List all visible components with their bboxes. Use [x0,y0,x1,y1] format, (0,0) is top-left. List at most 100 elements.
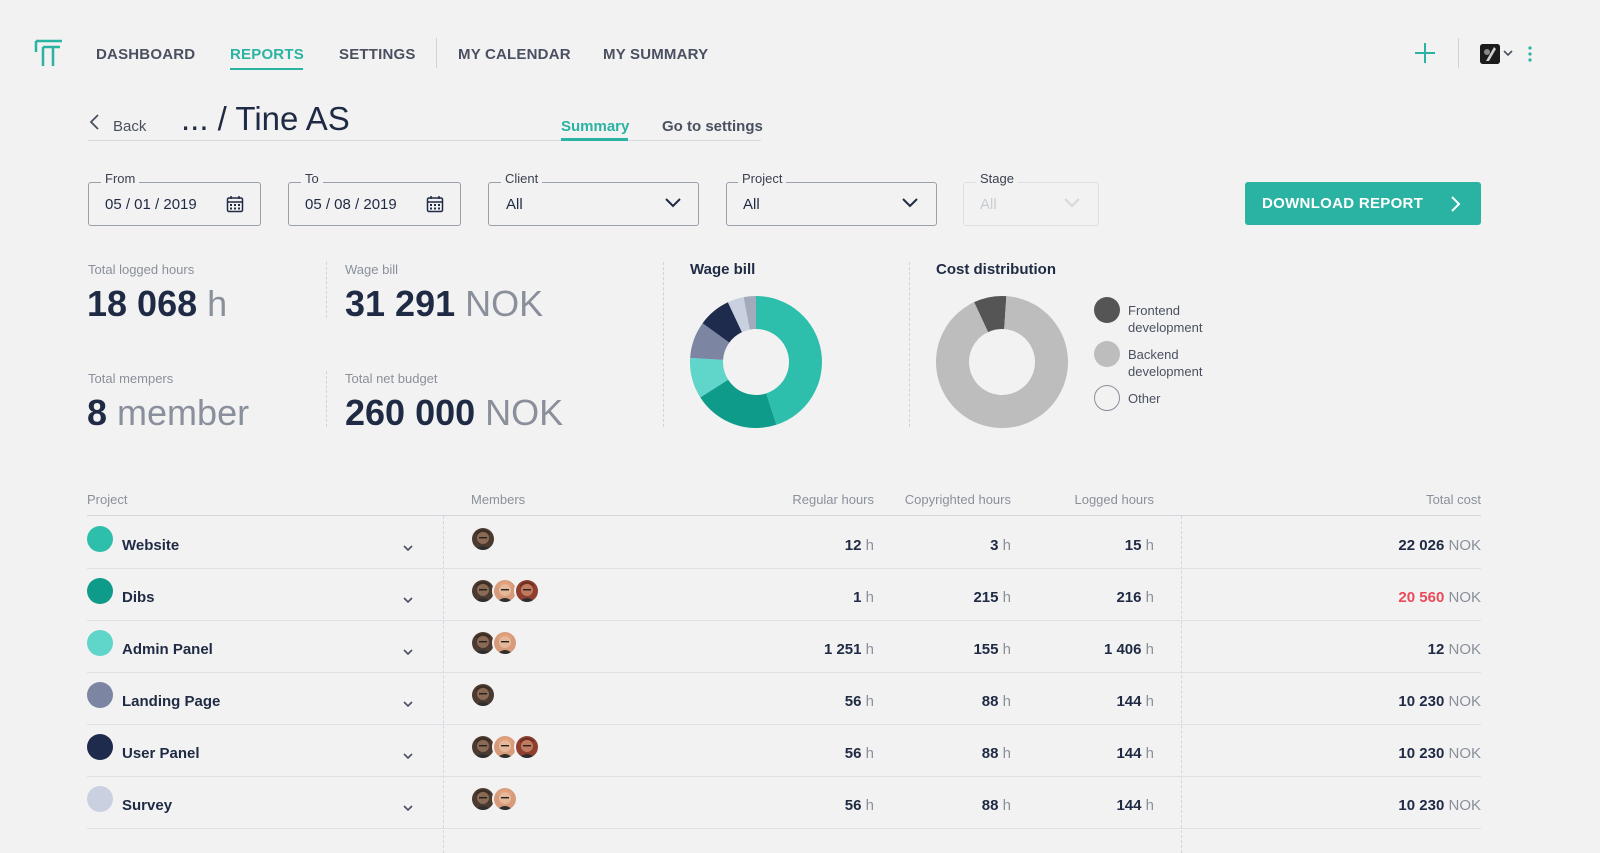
chevron-down-icon[interactable] [402,752,414,760]
table-row-divider [87,724,1481,725]
cost-distribution-slice-2 [936,296,1068,428]
total-logged-hours-label: Total logged hours [88,262,195,277]
cost-distribution-slice-1 [974,296,1007,333]
wage-bill-donut-chart [690,296,822,428]
logged-hours-value: 144 h [1116,745,1154,762]
regular-hours-value: 1 h [853,589,874,606]
to-date-value[interactable]: 05 / 08 / 2019 [305,196,397,213]
col-header-total-cost[interactable]: Total cost [1426,492,1481,507]
user-avatar[interactable] [1480,44,1500,64]
member-avatar[interactable] [492,630,518,656]
regular-hours-value: 12 h [844,537,874,554]
total-cost-value: 10 230 NOK [1398,797,1481,814]
project-select[interactable] [726,182,937,226]
client-value[interactable]: All [506,196,523,213]
nav-divider [436,38,437,68]
member-avatar[interactable] [470,526,496,552]
nav-my-calendar[interactable]: MY CALENDAR [458,46,571,63]
header-divider [88,140,181,141]
wage-bill-number: 31 291 [345,283,456,324]
project-value[interactable]: All [743,196,760,213]
back-button[interactable]: Back [113,118,147,135]
total-cost-value: 12 NOK [1427,641,1481,658]
wage-bill-unit: NOK [465,283,544,324]
col-header-regular-hours[interactable]: Regular hours [792,492,874,507]
project-name[interactable]: Admin Panel [122,641,213,658]
logged-hours-value: 144 h [1116,797,1154,814]
col-header-members[interactable]: Members [471,492,526,507]
copyrighted-hours-value: 88 h [981,693,1011,710]
nav-reports[interactable]: REPORTS [230,46,304,63]
total-cost-value: 10 230 NOK [1398,693,1481,710]
tab-summary[interactable]: Summary [561,118,630,135]
chevron-down-icon[interactable] [402,804,414,812]
legend-label: Frontend development [1128,303,1203,335]
project-color-dot [87,682,113,708]
regular-hours-value: 56 h [844,745,874,762]
chevron-down-icon[interactable] [402,648,414,656]
project-name[interactable]: Landing Page [122,693,221,710]
chevron-down-icon[interactable] [901,197,919,209]
nav-active-underline [230,68,303,70]
col-header-copyrighted-hours[interactable]: Copyrighted hours [904,492,1011,507]
wage-bill-slice-1 [756,296,822,425]
from-date-value[interactable]: 05 / 01 / 2019 [105,196,197,213]
to-date-field[interactable] [288,182,461,226]
chevron-left-icon[interactable] [88,112,102,132]
stage-select [963,182,1099,226]
member-avatar[interactable] [470,682,496,708]
header-divider [181,140,761,141]
wage-bill-label: Wage bill [345,262,398,277]
project-label: Project [738,171,787,186]
project-name[interactable]: Website [122,537,180,554]
table-column-divider [1181,516,1182,853]
download-report-label: DOWNLOAD REPORT [1262,195,1424,212]
logged-hours-value: 15 h [1124,537,1154,554]
calendar-icon[interactable] [426,195,444,213]
total-cost-value: 22 026 NOK [1398,537,1481,554]
table-header-divider [87,515,1481,516]
total-logged-hours-value: 18 068 h [87,283,227,325]
client-select[interactable] [488,182,699,226]
member-avatar[interactable] [492,578,518,604]
copyrighted-hours-value: 88 h [981,745,1011,762]
member-avatar[interactable] [470,630,496,656]
chevron-down-icon[interactable] [1502,48,1514,58]
nav-my-summary[interactable]: MY SUMMARY [603,46,709,63]
chevron-right-icon [1451,196,1461,212]
project-name[interactable]: User Panel [122,745,200,762]
toolbar-divider [1458,38,1459,68]
member-avatar[interactable] [492,786,518,812]
copyrighted-hours-value: 3 h [990,537,1011,554]
cost-distribution-donut-chart [936,296,1068,428]
logo-icon[interactable] [34,38,64,68]
chevron-down-icon[interactable] [402,596,414,604]
calendar-icon[interactable] [226,195,244,213]
total-members-label: Total mempers [88,371,174,386]
legend-swatch [1094,385,1120,411]
total-cost-value: 10 230 NOK [1398,745,1481,762]
member-avatar[interactable] [514,578,540,604]
kebab-icon[interactable] [1525,44,1535,64]
download-report-button[interactable]: DOWNLOAD REPORT [1245,182,1481,225]
col-header-logged-hours[interactable]: Logged hours [1074,492,1154,507]
member-avatar[interactable] [514,734,540,760]
tab-go-to-settings[interactable]: Go to settings [662,118,763,135]
plus-icon[interactable] [1412,40,1438,66]
nav-settings[interactable]: SETTINGS [339,46,416,63]
wage-bill-slice-6 [727,297,750,333]
chevron-down-icon[interactable] [402,544,414,552]
logged-hours-value: 1 406 h [1103,641,1154,658]
from-date-field[interactable] [88,182,261,226]
project-name[interactable]: Survey [122,797,173,814]
table-row-divider [87,776,1481,777]
total-net-budget-unit: NOK [485,392,564,433]
nav-dashboard[interactable]: DASHBOARD [96,46,196,63]
chevron-down-icon[interactable] [664,197,682,209]
project-name[interactable]: Dibs [122,589,155,606]
col-header-project[interactable]: Project [87,492,128,507]
stat-divider [326,262,327,318]
project-color-dot [87,630,113,656]
project-color-dot [87,578,113,604]
chevron-down-icon[interactable] [402,700,414,708]
